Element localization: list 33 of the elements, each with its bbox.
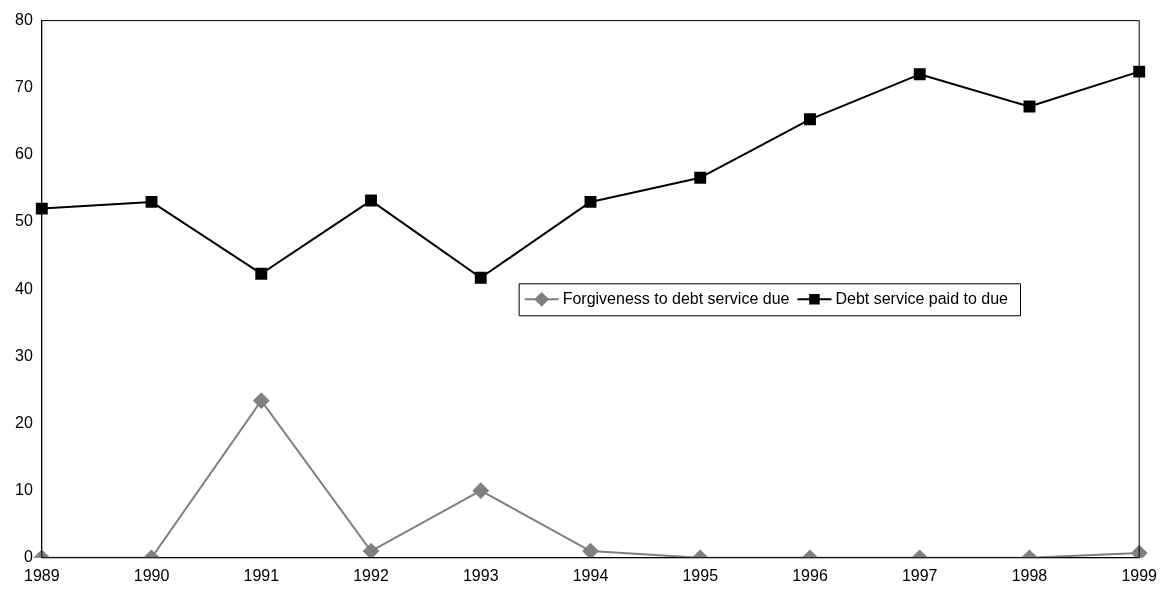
point <box>145 195 158 208</box>
legend-label: Debt service paid to due <box>835 289 1009 307</box>
x-tick-label: 1989 <box>24 566 60 584</box>
y-tick-label: 0 <box>23 548 33 566</box>
point <box>913 68 926 81</box>
point <box>1133 65 1146 78</box>
point <box>474 271 487 284</box>
x-tick-label: 1995 <box>682 566 719 584</box>
point <box>804 113 816 126</box>
point <box>584 195 597 208</box>
legend-label: Forgiveness to debt service due <box>562 289 790 307</box>
point <box>1023 100 1036 113</box>
x-tick-label: 1996 <box>792 566 828 584</box>
x-tick-label: 1991 <box>243 566 280 584</box>
point <box>35 202 48 215</box>
y-tick-label: 60 <box>15 145 33 163</box>
x-tick-label: 1997 <box>901 566 938 584</box>
y-tick-label: 50 <box>15 212 33 230</box>
x-tick-label: 1993 <box>462 566 499 584</box>
point <box>255 267 268 280</box>
x-tick-label: 1994 <box>572 566 609 584</box>
x-tick-label: 1999 <box>1121 566 1158 584</box>
x-tick-label: 1998 <box>1011 566 1048 584</box>
x-tick-label: 1992 <box>353 566 389 584</box>
point <box>365 194 377 207</box>
y-tick-label: 80 <box>15 11 33 29</box>
y-tick-label: 30 <box>15 346 33 364</box>
y-tick-label: 40 <box>15 279 33 297</box>
y-tick-label: 20 <box>15 413 33 431</box>
y-tick-label: 70 <box>15 78 33 96</box>
point <box>694 171 707 184</box>
x-tick-label: 1990 <box>133 566 170 584</box>
y-tick-label: 10 <box>15 481 33 499</box>
